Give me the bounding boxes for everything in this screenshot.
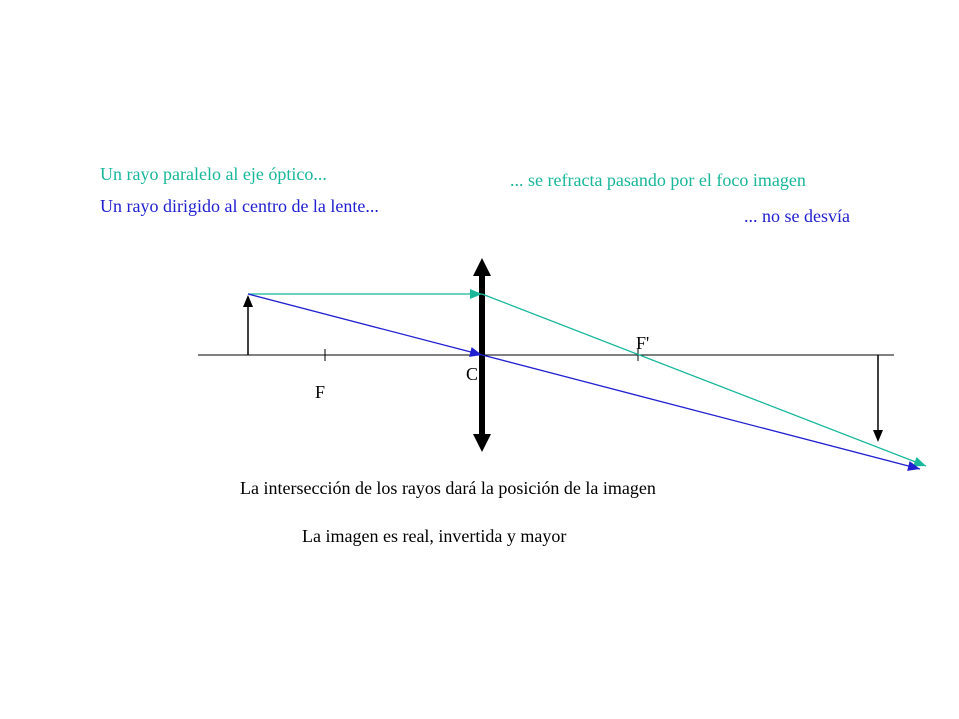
label-c: C	[466, 364, 478, 384]
ray-parallel-head2	[913, 457, 926, 466]
annot-parallel-left: Un rayo paralelo al eje óptico...	[100, 164, 327, 184]
label-f: F	[315, 382, 325, 402]
annot-parallel-right: ... se refracta pasando por el foco imag…	[510, 170, 806, 190]
lens-head-top	[473, 258, 491, 276]
label-fprime: F'	[636, 333, 649, 353]
annot-center-left: Un rayo dirigido al centro de la lente..…	[100, 196, 379, 216]
ray-center-seg	[248, 294, 920, 469]
caption-intersection: La intersección de los rayos dará la pos…	[240, 478, 656, 498]
object-arrow-head	[243, 295, 253, 307]
lens-head-bottom	[473, 434, 491, 452]
annot-center-right: ... no se desvía	[744, 206, 850, 226]
image-arrow-head	[873, 430, 883, 442]
caption-image-props: La imagen es real, invertida y mayor	[302, 526, 566, 546]
ray-parallel-seg2	[482, 294, 926, 466]
